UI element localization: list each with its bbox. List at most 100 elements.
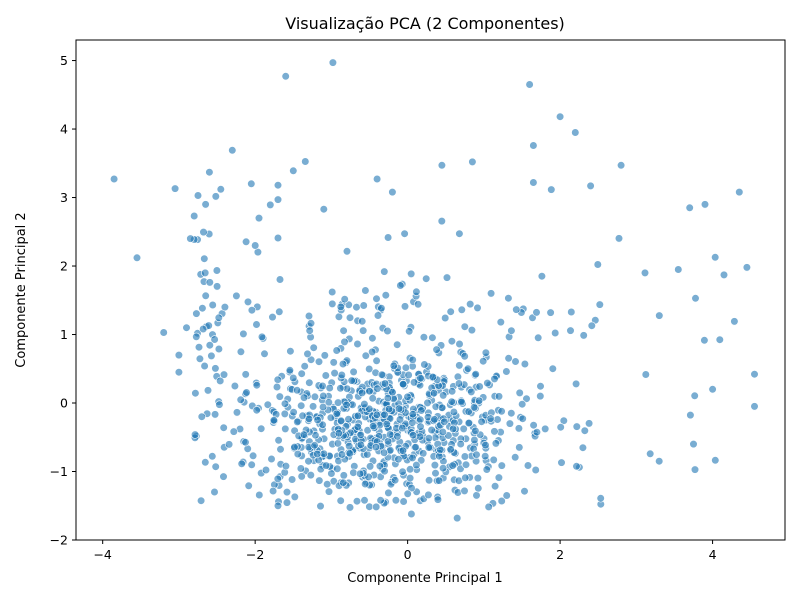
scatter-point xyxy=(301,157,310,166)
scatter-point xyxy=(440,417,449,426)
scatter-point xyxy=(242,237,251,246)
scatter-point xyxy=(236,395,245,404)
scatter-point xyxy=(403,392,412,402)
scatter-point xyxy=(372,502,381,512)
scatter-point xyxy=(447,337,457,346)
scatter-point xyxy=(473,303,482,313)
scatter-point xyxy=(243,297,253,307)
scatter-point xyxy=(407,269,416,279)
scatter-point xyxy=(616,161,626,170)
scatter-point xyxy=(300,393,309,402)
scatter-point xyxy=(186,234,195,243)
scatter-point xyxy=(313,415,322,425)
scatter-point xyxy=(566,326,575,335)
scatter-point xyxy=(352,303,361,312)
scatter-point xyxy=(511,357,520,366)
scatter-point xyxy=(596,494,605,503)
scatter-point xyxy=(368,394,377,403)
scatter-point xyxy=(336,302,345,312)
scatter-point xyxy=(460,322,469,331)
scatter-point xyxy=(685,203,694,212)
scatter-point xyxy=(416,415,425,424)
scatter-point xyxy=(471,370,480,379)
scatter-point xyxy=(336,496,345,505)
scatter-point xyxy=(507,326,516,335)
scatter-point xyxy=(467,326,477,335)
scatter-point xyxy=(470,435,479,445)
scatter-point xyxy=(386,430,395,439)
scatter-point xyxy=(309,402,318,411)
scatter-point xyxy=(423,398,432,408)
scatter-point xyxy=(536,392,545,401)
scatter-point xyxy=(551,328,560,338)
scatter-point xyxy=(428,372,437,382)
scatter-point xyxy=(333,439,343,448)
scatter-point xyxy=(191,430,200,439)
scatter-point xyxy=(280,399,290,408)
scatter-point xyxy=(353,422,362,432)
scatter-point xyxy=(366,462,375,471)
scatter-point xyxy=(304,311,314,321)
scatter-point xyxy=(242,388,251,397)
scatter-point xyxy=(339,471,348,480)
scatter-point xyxy=(719,270,729,280)
scatter-point xyxy=(220,303,229,312)
scatter-point xyxy=(252,381,261,390)
scatter-point xyxy=(750,402,759,411)
scatter-point xyxy=(556,423,565,432)
scatter-point xyxy=(493,415,502,424)
scatter-point xyxy=(640,268,650,278)
scatter-point xyxy=(300,362,309,371)
scatter-point xyxy=(377,304,386,313)
scatter-point xyxy=(318,420,327,429)
scatter-point xyxy=(339,326,348,335)
scatter-point xyxy=(288,475,297,484)
scatter-point xyxy=(584,419,594,428)
scatter-point xyxy=(252,320,261,329)
scatter-point xyxy=(437,217,446,226)
scatter-point xyxy=(207,351,216,361)
scatter-point xyxy=(215,400,224,409)
scatter-point xyxy=(504,294,513,303)
scatter-point xyxy=(345,449,354,458)
scatter-point xyxy=(410,378,419,387)
scatter-point xyxy=(322,461,331,470)
scatter-point xyxy=(559,416,568,425)
scatter-point xyxy=(330,369,339,378)
scatter-point xyxy=(373,174,382,184)
scatter-point xyxy=(419,333,429,342)
scatter-point xyxy=(328,58,338,67)
scatter-point xyxy=(251,241,260,250)
scatter-point xyxy=(477,417,486,426)
scatter-point xyxy=(449,424,458,434)
scatter-point xyxy=(486,414,495,423)
scatter-point xyxy=(208,300,217,310)
scatter-point xyxy=(407,483,416,493)
scatter-point xyxy=(463,364,473,373)
scatter-point xyxy=(356,430,365,440)
y-tick-label: 2 xyxy=(60,259,68,274)
scatter-point xyxy=(324,487,334,496)
scatter-point xyxy=(359,301,368,310)
scatter-point xyxy=(285,366,295,375)
scatter-point xyxy=(507,409,516,418)
scatter-point xyxy=(383,393,393,403)
scatter-point xyxy=(216,185,225,194)
scatter-point xyxy=(529,141,538,150)
scatter-point xyxy=(419,449,428,458)
scatter-point xyxy=(461,460,471,469)
scatter-point xyxy=(520,359,530,369)
scatter-point xyxy=(276,445,285,454)
scatter-point xyxy=(572,462,581,471)
scatter-point xyxy=(345,442,354,451)
scatter-point xyxy=(459,424,468,434)
scatter-point xyxy=(219,423,228,432)
scatter-point xyxy=(429,389,439,398)
chart-title: Visualização PCA (2 Componentes) xyxy=(285,14,565,33)
scatter-point xyxy=(340,295,349,304)
scatter-point xyxy=(377,370,387,379)
x-tick-label: −4 xyxy=(93,547,111,562)
scatter-point xyxy=(383,326,392,336)
scatter-point xyxy=(497,407,506,416)
scatter-point xyxy=(398,423,407,433)
